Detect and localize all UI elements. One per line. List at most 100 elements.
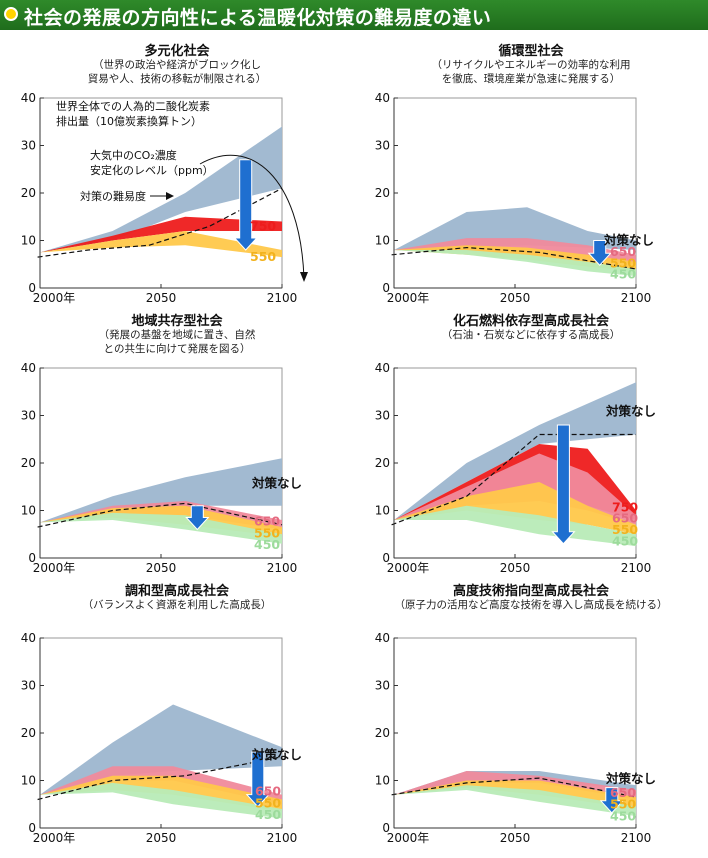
y-tick-label: 10 [21,234,36,248]
series-label-550: 550 [610,255,636,270]
difficulty-arrow-icon [599,787,624,814]
chart-subtitle: （原子力の活用など高度な技術を導入し高成長を続ける） [394,599,668,611]
series-label-650: 650 [610,785,636,800]
y-tick-label: 30 [375,679,390,693]
y-tick-label: 10 [21,504,36,518]
y-tick-label: 20 [375,726,390,740]
baseline-scenario-line [37,502,283,528]
x-tick-label: 2000年 [33,291,76,304]
series-label-450: 450 [612,533,638,548]
y-tick-label: 10 [375,234,390,248]
annotation-connector [199,154,305,279]
series-label-対策なし: 対策なし [251,475,302,490]
connector-arrowhead-icon [166,192,174,200]
baseline-scenario-line [37,187,283,258]
annotation-co2-level: 安定化のレベル（ppm） [90,163,214,177]
chart-title: 多元化社会 [144,44,210,59]
series-label-750: 750 [612,500,638,515]
series-label-650: 650 [610,244,636,259]
band-650 [394,771,636,800]
chart-panel-3: 地域共存型社会 （発展の基盤を地域に置き、自然 との共生に向けて発展を図る） 0 10 2… [0,306,354,574]
chart-panel-1: 多元化社会 （世界の政治や経済がブロック化し 貿易や人、技術の移転が制限される） 0 1… [0,36,354,304]
x-tick-label: 2050 [500,291,531,304]
y-tick-label: 10 [375,774,390,788]
chart-subtitle: （発展の基盤を地域に置き、自然 [98,329,256,341]
difficulty-arrow-icon [551,424,576,545]
chart-subtitle: （世界の政治や経済がブロック化し [93,59,261,71]
y-tick-label: 10 [375,504,390,518]
chart-panel-6: 高度技術指向型高成長社会 （原子力の活用など高度な技術を導入し高成長を続ける） 0 1… [354,576,708,844]
band-対策なし [40,458,282,523]
series-label-750: 750 [250,218,276,233]
series-label-650: 650 [255,783,281,798]
y-tick-label: 30 [375,139,390,153]
y-tick-label: 10 [21,774,36,788]
y-tick-label: 0 [28,281,36,295]
band-750 [40,216,282,253]
x-tick-label: 2100 [267,831,298,844]
x-tick-label: 2000年 [33,831,76,844]
x-tick-label: 2000年 [387,561,430,574]
x-tick-label: 2050 [500,561,531,574]
annotation-emissions: 排出量（10億炭素換算トン） [56,114,202,128]
band-650 [40,766,282,805]
difficulty-arrow-icon [245,751,270,808]
page-header: 社会の発展の方向性による温暖化対策の難易度の違い [0,0,708,30]
band-450 [40,512,282,544]
band-対策なし [394,207,636,250]
band-450 [394,250,636,277]
chart-title: 化石燃料依存型高成長社会 [452,314,609,329]
header-bullet-icon [4,7,18,21]
x-tick-label: 2050 [146,831,177,844]
chart-subtitle: （バランスよく資源を利用した高成長） [82,599,272,611]
series-label-650: 650 [254,513,280,528]
series-label-対策なし: 対策なし [605,404,656,419]
series-label-450: 450 [254,537,280,552]
annotation-emissions: 世界全体での人為的二酸化炭素 [56,99,210,113]
x-tick-label: 2000年 [33,561,76,574]
band-450 [394,785,636,817]
chart-title: 地域共存型社会 [131,314,223,329]
difficulty-arrow-icon [185,505,210,531]
series-label-550: 550 [250,249,276,264]
y-tick-label: 20 [375,456,390,470]
y-tick-label: 0 [382,821,390,835]
y-tick-label: 20 [21,456,36,470]
chart-subtitle: を徹底、環境産業が急速に発展する） [441,73,621,85]
difficulty-arrow-icon [233,159,258,251]
difficulty-arrow-icon [587,240,612,266]
baseline-scenario-line [37,756,283,801]
y-tick-label: 30 [375,409,390,423]
series-label-対策なし: 対策なし [605,771,656,786]
y-tick-label: 30 [21,139,36,153]
series-label-550: 550 [254,525,280,540]
baseline-scenario-line [391,433,636,526]
series-label-対策なし: 対策なし [603,233,654,248]
x-tick-label: 2000年 [387,831,430,844]
y-tick-label: 30 [21,409,36,423]
y-tick-label: 40 [375,91,390,105]
chart-title: 調和型高成長社会 [124,584,229,599]
y-tick-label: 40 [21,361,36,375]
x-tick-label: 2100 [621,561,652,574]
y-tick-label: 20 [21,186,36,200]
x-tick-label: 2000年 [387,291,430,304]
annotation-co2-level: 大気中のCO₂濃度 [90,148,177,162]
chart-svg: 0102030402000年20502100対策なし750550世界全体での人為… [21,91,308,304]
x-tick-label: 2100 [621,831,652,844]
y-tick-label: 20 [21,726,36,740]
chart-subtitle: （リサイクルやエネルギーの効率的な利用 [431,59,631,71]
chart-title: 循環型社会 [498,44,564,59]
series-label-450: 450 [610,267,636,282]
y-tick-label: 0 [28,551,36,565]
band-550 [40,231,282,258]
x-tick-label: 2050 [500,831,531,844]
series-label-450: 450 [255,807,281,822]
band-450 [40,782,282,819]
y-tick-label: 0 [382,551,390,565]
